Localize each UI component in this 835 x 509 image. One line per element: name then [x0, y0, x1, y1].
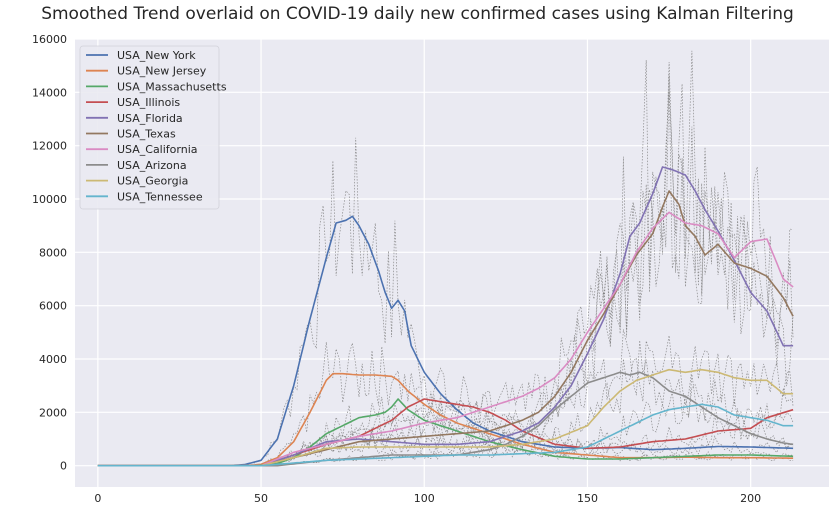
raw-series-line: [97, 137, 794, 467]
legend-label: USA_Massachusetts: [117, 80, 227, 93]
x-tick-label: 100: [414, 492, 435, 505]
raw-series-line: [97, 342, 794, 467]
raw-series-line: [97, 374, 794, 467]
legend-label: USA_Florida: [117, 112, 183, 125]
smoothed-series-group: [97, 166, 794, 467]
y-tick-label: 2000: [39, 406, 67, 419]
y-tick-label: 8000: [39, 246, 67, 259]
legend-label: USA_New Jersey: [117, 65, 207, 78]
y-tick-label: 12000: [32, 140, 67, 153]
raw-series-line: [97, 396, 794, 467]
y-tick-label: 10000: [32, 193, 67, 206]
y-tick-label: 6000: [39, 300, 67, 313]
y-tick-label: 14000: [32, 86, 67, 99]
x-tick-label: 150: [577, 492, 598, 505]
legend-label: USA_California: [117, 143, 198, 156]
x-tick-label: 0: [94, 492, 101, 505]
legend-label: USA_Georgia: [117, 175, 188, 188]
legend-box: [79, 45, 220, 210]
raw-series-line: [97, 375, 794, 467]
raw-series-line: [97, 75, 794, 467]
series-line-usa-tennessee: [97, 403, 794, 467]
y-tick-label: 16000: [32, 33, 67, 46]
x-tick-label: 200: [740, 492, 761, 505]
legend-label: USA_Tennessee: [117, 190, 203, 203]
chart-title: Smoothed Trend overlaid on COVID-19 dail…: [41, 4, 794, 24]
legend-label: USA_Texas: [117, 128, 176, 141]
y-tick-label: 4000: [39, 353, 67, 366]
legend-label: USA_Illinois: [117, 96, 180, 109]
y-tick-label: 0: [60, 460, 67, 473]
legend: USA_New York USA_New Jersey USA_Massachuse…: [79, 45, 227, 210]
legend-label: USA_Arizona: [117, 159, 187, 172]
x-tick-label: 50: [254, 492, 268, 505]
legend-label: USA_New York: [117, 49, 196, 62]
